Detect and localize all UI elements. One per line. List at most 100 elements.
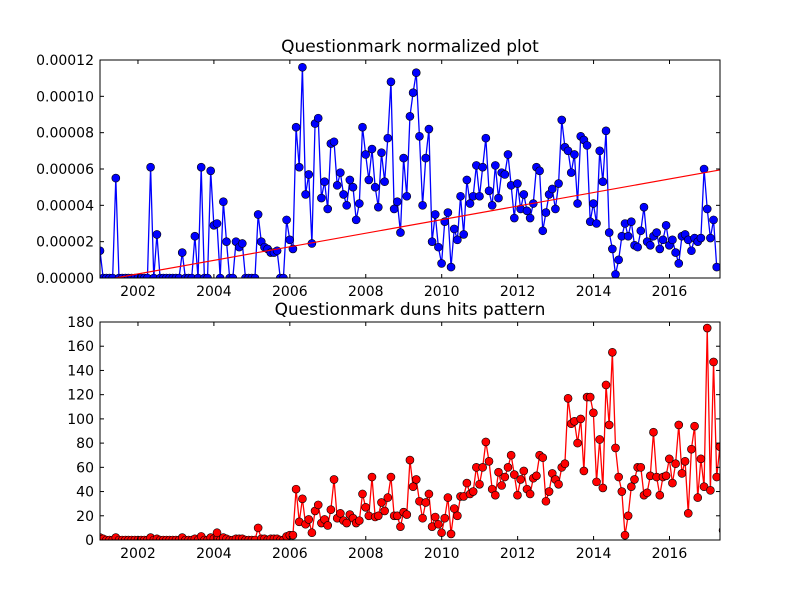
- duns-hits-data-point: [699, 482, 709, 492]
- normalized-data-point: [348, 182, 358, 192]
- duns-hits-data-point: [620, 530, 630, 540]
- normalized-data-point: [392, 197, 402, 206]
- normalized-data-point: [500, 170, 510, 179]
- duns-hits-x-tick-label: 2012: [500, 546, 536, 562]
- duns-hits-data-point: [608, 347, 617, 357]
- normalized-data-point: [143, 273, 152, 278]
- duns-hits-data-point: [484, 456, 494, 466]
- normalized-data-point: [228, 273, 238, 278]
- duns-hits-x-tick-label: 2008: [348, 546, 384, 562]
- normalized-data-point: [465, 199, 475, 208]
- duns-hits-data-point: [513, 490, 522, 500]
- duns-hits-data-point: [497, 481, 506, 490]
- normalized-y-tick-label: 0.00006: [36, 162, 94, 178]
- duns-hits-data-point: [544, 487, 554, 496]
- duns-hits-y-tick-label: 100: [67, 412, 94, 428]
- duns-hits-data-point: [475, 479, 484, 489]
- normalized-data-point: [222, 237, 231, 246]
- normalized-data-point: [645, 241, 655, 250]
- normalized-data-point: [405, 112, 415, 121]
- duns-hits-data-point: [491, 490, 500, 500]
- normalized-data-point: [313, 113, 323, 123]
- duns-hits-panel: Questionmark duns hits pattern 2002 2004 2…: [67, 300, 721, 562]
- normalized-data-point: [294, 162, 304, 172]
- normalized-data-point: [389, 204, 399, 214]
- normalized-data-point: [424, 124, 434, 134]
- duns-hits-data-point: [702, 323, 712, 333]
- normalized-trend-line: [111, 169, 720, 278]
- normalized-data-point: [582, 141, 592, 150]
- duns-hits-data-point: [361, 502, 370, 512]
- normalized-y-tick-label: 0.00008: [36, 126, 94, 142]
- normalized-data-point: [598, 177, 608, 187]
- duns-hits-data-point: [611, 443, 620, 453]
- duns-hits-data-point: [510, 470, 519, 479]
- normalized-data-point: [430, 210, 440, 219]
- normalized-plot-marks: [100, 62, 720, 278]
- duns-hits-data-point: [462, 478, 472, 488]
- normalized-data-point: [329, 137, 339, 147]
- duns-hits-data-point: [595, 435, 605, 444]
- duns-hits-data-point: [386, 472, 396, 482]
- normalized-data-point: [196, 162, 206, 172]
- normalized-data-point: [481, 133, 491, 143]
- normalized-data-point: [108, 273, 117, 278]
- duns-hits-y-tick-label: 60: [76, 460, 94, 476]
- normalized-data-point: [623, 231, 633, 241]
- normalized-data-point: [449, 224, 459, 234]
- normalized-plot-title: Questionmark normalized plot: [281, 37, 539, 57]
- duns-hits-x-tick-label: 2016: [652, 546, 688, 562]
- duns-hits-data-point: [434, 519, 443, 529]
- duns-hits-data-point: [468, 487, 478, 496]
- normalized-data-point: [434, 242, 443, 252]
- normalized-data-point: [557, 115, 567, 125]
- duns-hits-data-point: [604, 420, 614, 430]
- duns-hits-data-point: [506, 450, 516, 460]
- normalized-data-point: [674, 259, 684, 268]
- duns-hits-data-point: [627, 482, 636, 492]
- duns-hits-data-point: [601, 380, 611, 390]
- normalized-x-tick-label: 2010: [424, 284, 460, 300]
- normalized-data-point: [396, 228, 405, 237]
- duns-hits-data-point: [326, 505, 336, 515]
- normalized-data-point: [608, 244, 617, 254]
- duns-hits-data-point: [291, 484, 301, 494]
- duns-hits-y-tick-label: 80: [76, 436, 94, 452]
- duns-hits-data-point: [696, 454, 706, 464]
- normalized-data-point: [383, 133, 393, 143]
- normalized-data-point: [238, 239, 247, 248]
- duns-hits-data-point: [355, 516, 364, 525]
- duns-hits-data-point: [418, 513, 427, 523]
- normalized-data-point: [374, 202, 383, 212]
- normalized-data-point: [652, 228, 661, 237]
- normalized-data-point: [573, 199, 582, 208]
- duns-hits-data-point: [617, 487, 627, 496]
- normalized-y-tick-label: 0.00010: [36, 89, 94, 105]
- normalized-data-point: [190, 231, 200, 241]
- normalized-data-point: [336, 168, 345, 177]
- duns-hits-y-tick-label: 20: [76, 509, 94, 525]
- normalized-data-point: [510, 213, 519, 223]
- normalized-data-point: [301, 190, 310, 199]
- normalized-data-point: [614, 255, 623, 265]
- duns-hits-title: Questionmark duns hits pattern: [275, 300, 546, 320]
- normalized-data-point: [551, 204, 560, 214]
- duns-hits-data-point: [690, 421, 699, 431]
- normalized-plot-axes-frame: [99, 59, 721, 279]
- normalized-data-point: [706, 233, 715, 243]
- normalized-x-tick-label: 2012: [500, 284, 536, 300]
- duns-hits-data-point: [329, 475, 339, 484]
- normalized-data-point: [146, 162, 155, 172]
- duns-hits-data-point: [614, 472, 623, 482]
- duns-hits-data-point: [683, 509, 693, 518]
- normalized-y-tick-label: 0.00004: [36, 198, 94, 214]
- normalized-data-point: [491, 161, 500, 170]
- duns-hits-data-point: [664, 454, 674, 464]
- duns-hits-data-point: [525, 489, 535, 499]
- duns-hits-data-point: [516, 475, 525, 484]
- normalized-data-point: [658, 235, 668, 245]
- duns-hits-x-tick-label: 2010: [424, 546, 460, 562]
- normalized-data-point: [702, 204, 712, 214]
- normalized-x-tick-label: 2014: [576, 284, 612, 300]
